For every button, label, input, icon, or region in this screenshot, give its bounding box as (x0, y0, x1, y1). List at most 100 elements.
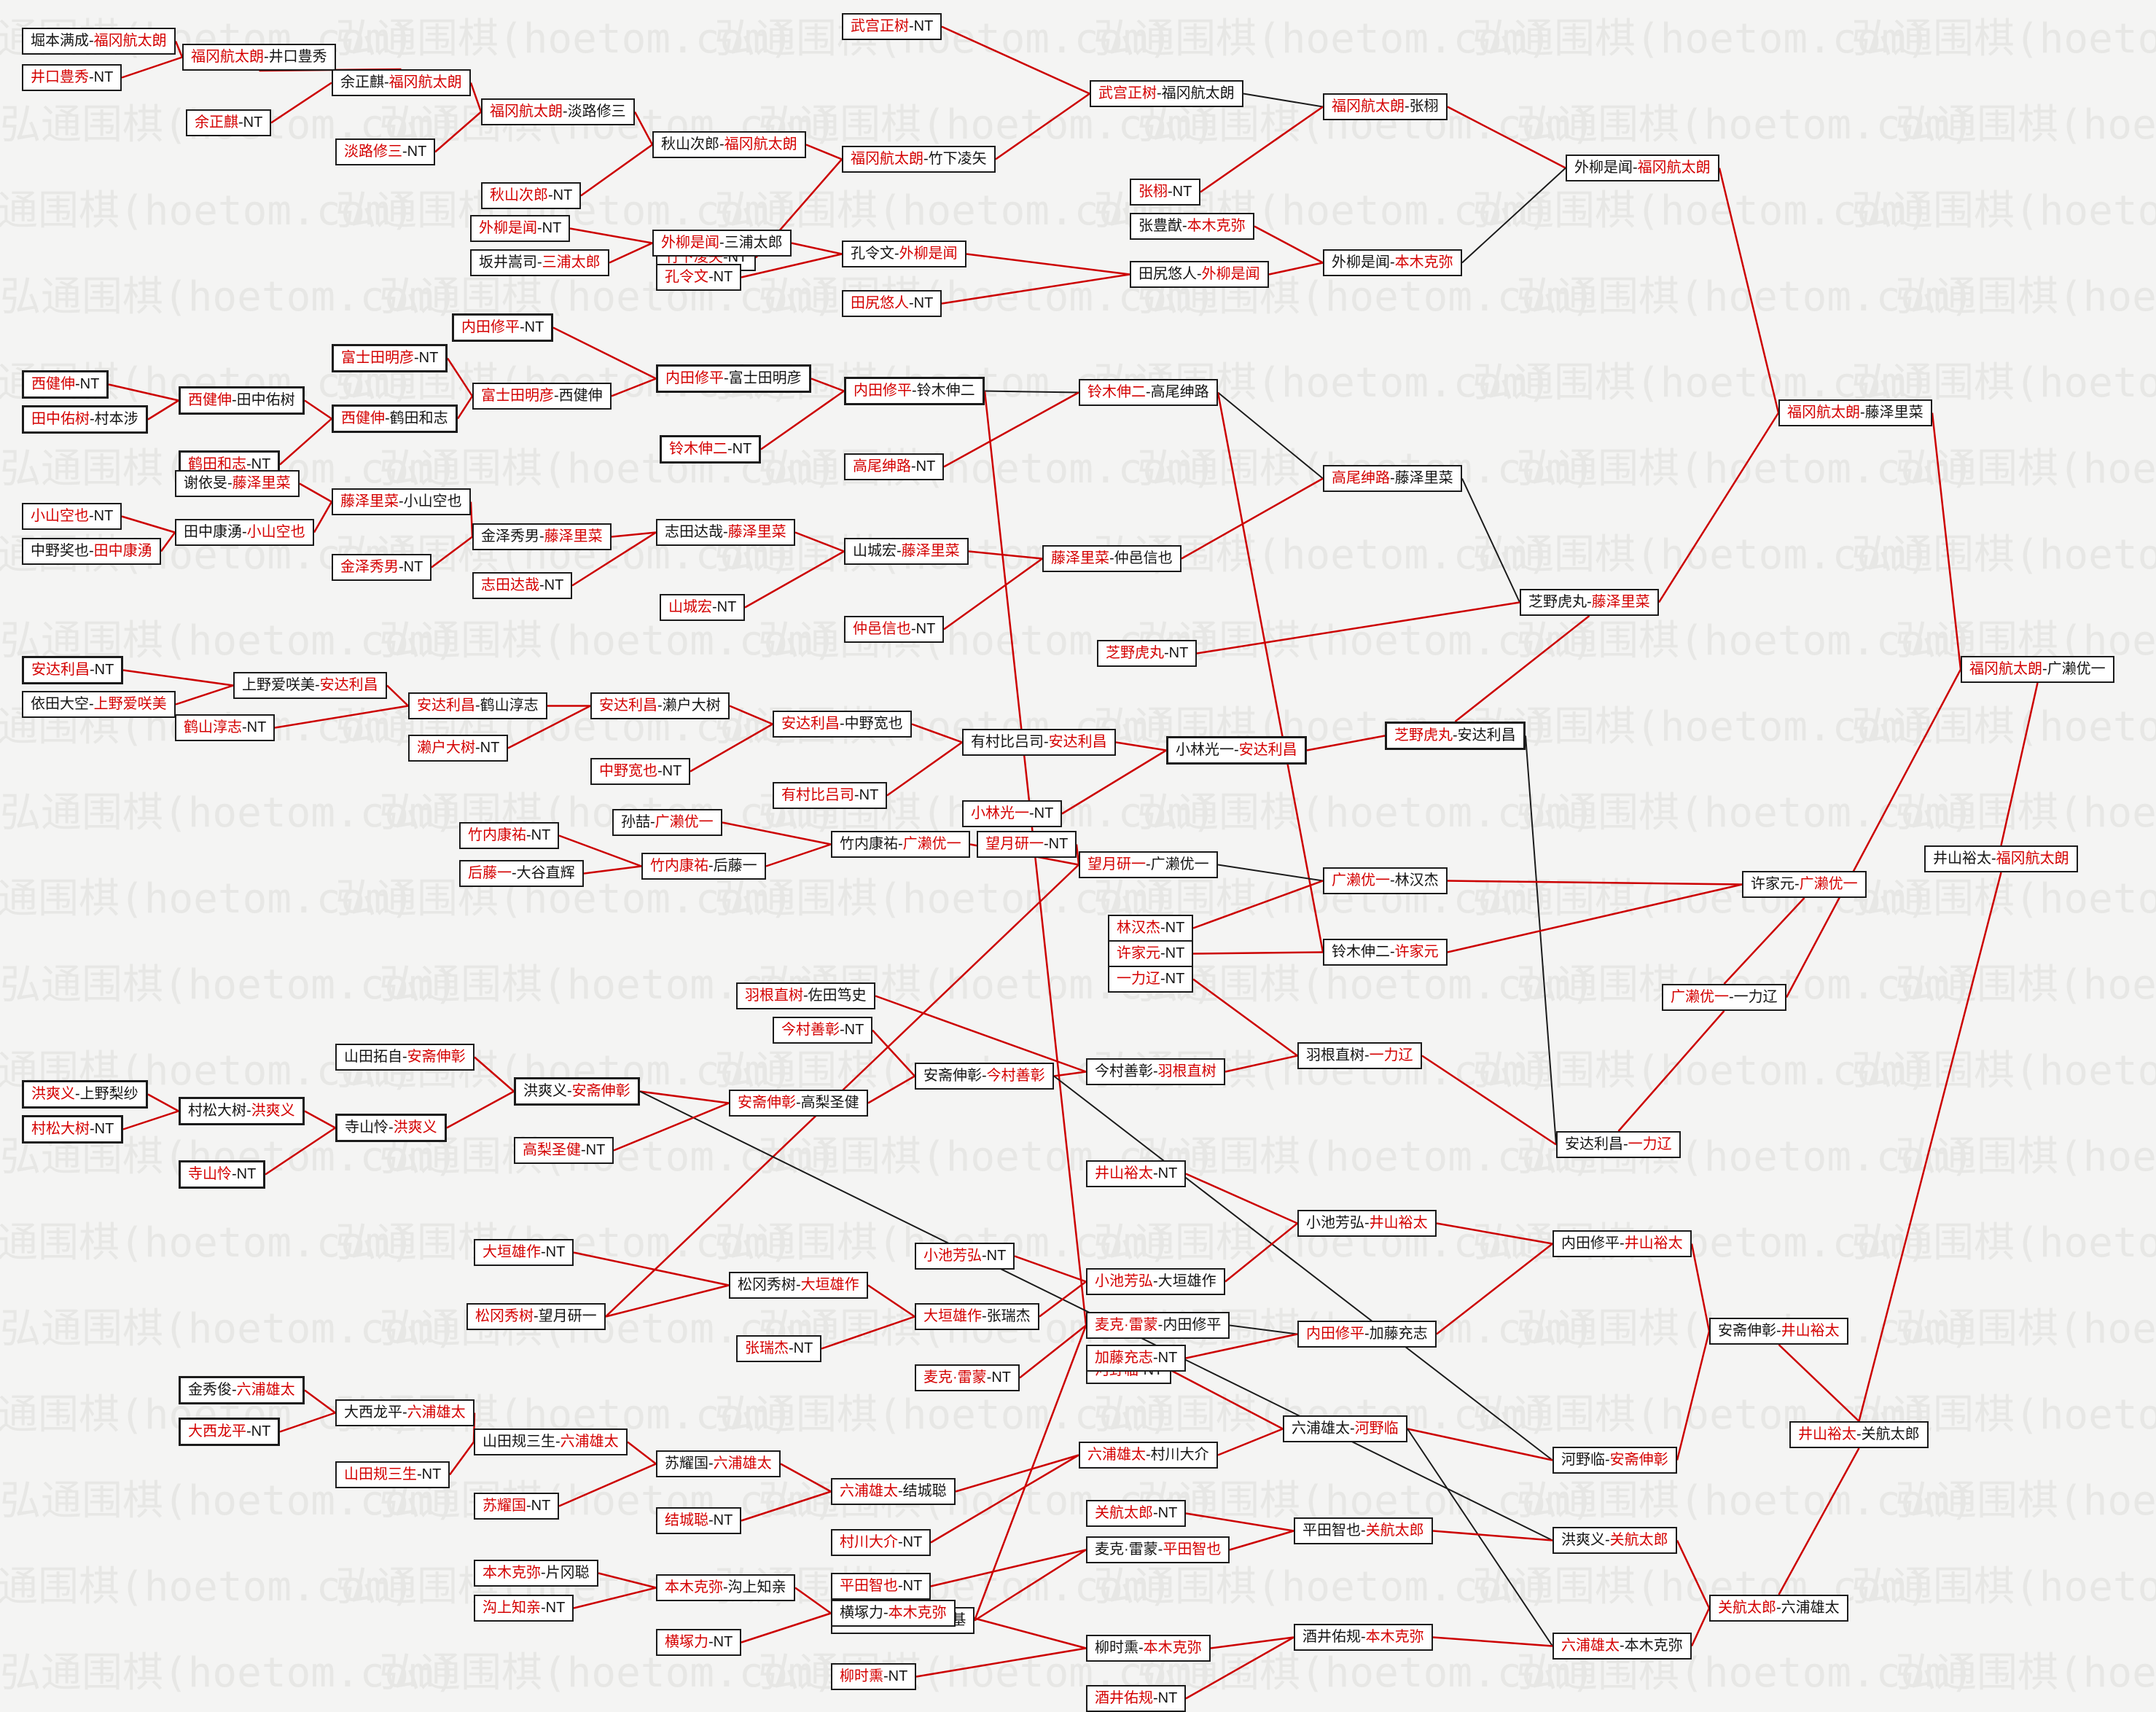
winner-link-line (1185, 1512, 1294, 1532)
winner-link-line (1432, 1636, 1553, 1647)
separator: - (898, 1578, 903, 1594)
winner-link-line (598, 1572, 657, 1589)
nt-label: NT (94, 1121, 114, 1137)
winner-link-line (1778, 1447, 1860, 1595)
player-name: 广濑优一 (1671, 989, 1729, 1005)
player-name: 苏耀国 (483, 1498, 526, 1514)
match-box: 张栩-NT (1130, 179, 1201, 206)
nt-label: NT (545, 1600, 566, 1616)
match-box: 麦克·雷蒙-平田智也 (1086, 1536, 1230, 1563)
match-box: 内田修平-铃木伸二 (844, 377, 985, 405)
match-box: 本木克弥-片冈聪 (474, 1560, 598, 1587)
player-name: 广濑优一 (902, 836, 961, 852)
match-box: 田中康湧-小山空也 (175, 519, 314, 546)
match-box: 寺山怜-洪爽义 (335, 1114, 447, 1142)
separator: - (534, 1308, 539, 1324)
nt-label: NT (1157, 1165, 1178, 1181)
player-name: 外柳是闻 (1201, 266, 1260, 282)
match-box: 武宫正树-福冈航太朗 (1090, 80, 1243, 107)
separator: - (246, 1103, 251, 1119)
winner-link-line (611, 531, 657, 538)
winner-link-line (174, 41, 184, 58)
nt-label: NT (888, 1668, 908, 1684)
separator: - (898, 836, 903, 852)
winner-link-line (270, 82, 332, 124)
winner-link-line (469, 82, 483, 112)
player-name: 内田修平 (665, 370, 724, 386)
player-name: 有村比吕司 (781, 787, 854, 803)
separator: - (923, 151, 929, 167)
match-box: 寺山怜-NT (179, 1160, 266, 1189)
watermark-text: 弘通围棋(hoetom.com) (1851, 1563, 2156, 1611)
player-name: 高梨圣健 (523, 1142, 581, 1158)
winner-link-line (1019, 1324, 1087, 1379)
nt-label: NT (1157, 1505, 1178, 1521)
player-name: 洪爽义 (523, 1083, 567, 1099)
winner-link-line (875, 995, 1087, 1073)
separator: - (384, 74, 389, 90)
match-box: 安斋伸彰-高梨圣健 (729, 1090, 868, 1117)
watermark-text: 弘通围棋(hoetom.com) (1472, 1563, 1931, 1611)
separator: - (90, 411, 95, 427)
match-box: 内田修平-富士田明彦 (656, 364, 811, 393)
match-box: 高尾绅路-NT (844, 453, 945, 480)
player-name: 鹤田和志 (188, 456, 246, 472)
winner-link-line (1931, 413, 1962, 670)
player-name: 内田修平 (1561, 1235, 1620, 1251)
player-name: 仲邑信也 (853, 621, 911, 637)
nt-label: NT (93, 508, 114, 524)
player-name: 井山裕太 (1798, 1426, 1856, 1442)
match-box: 六浦雄太-本木克弥 (1552, 1633, 1692, 1660)
separator: - (399, 493, 404, 509)
player-name: 许家元 (1117, 945, 1160, 961)
nt-label: NT (713, 1512, 733, 1528)
winner-link-line (955, 1612, 1087, 1649)
separator: - (1390, 254, 1395, 270)
match-box: 平田智也-关航太郎 (1294, 1517, 1433, 1544)
player-name: 今村善彰 (1095, 1063, 1153, 1079)
winner-link-line (627, 1441, 657, 1465)
watermark-text: 弘通围棋(hoetom.com) (1895, 101, 2156, 149)
nt-label: NT (716, 599, 737, 615)
player-name: 西健伸 (31, 376, 75, 392)
winner-link-line (794, 1587, 832, 1614)
winner-link-line (1778, 1344, 1860, 1422)
separator: - (712, 599, 717, 615)
winner-link-line (915, 1647, 1087, 1678)
winner-link-line (1676, 1331, 1711, 1461)
separator: - (1794, 876, 1800, 892)
separator: - (883, 1668, 888, 1684)
match-box: 安达利昌-NT (22, 656, 124, 684)
winner-link-line (605, 1284, 730, 1318)
player-name: 本木克弥 (1394, 254, 1453, 270)
winner-link-line (313, 501, 333, 533)
match-box: 井山裕太-NT (1086, 1160, 1187, 1187)
player-name: 六浦雄太 (1561, 1638, 1620, 1654)
winner-link-line (1254, 225, 1324, 264)
player-name: 金泽秀男 (481, 528, 539, 544)
winner-link-line (446, 357, 474, 397)
match-box: 余正麒-福冈航太朗 (332, 69, 471, 96)
player-name: 高尾绅路 (1332, 470, 1390, 486)
match-box: 有村比吕司-安达利昌 (962, 729, 1116, 756)
match-box: 麦克·雷蒙-内田修平 (1086, 1312, 1230, 1339)
nt-label: NT (859, 787, 879, 803)
separator: - (1633, 160, 1638, 176)
separator: - (898, 1483, 903, 1499)
separator: - (385, 410, 390, 426)
player-name: 六浦雄太 (713, 1455, 772, 1471)
watermark-text: 弘通围棋(hoetom.com) (1851, 875, 2156, 923)
winner-link-line (974, 1549, 1087, 1622)
match-box: 张瑞杰-NT (736, 1335, 822, 1362)
player-name: 许家元 (1394, 944, 1439, 960)
loser-link-line (1407, 1428, 1553, 1647)
player-name: 安达利昌 (1565, 1136, 1623, 1152)
winner-link-line (941, 273, 1130, 305)
match-box: 望月研一-NT (977, 831, 1077, 858)
player-name: 藤泽里菜 (1864, 404, 1923, 421)
player-name: 上野爱咲美 (93, 696, 167, 712)
player-name: 一力辽 (1733, 989, 1778, 1005)
watermark-text: 弘通围棋(hoetom.com) (714, 15, 1173, 63)
player-name: 铃木伸二 (1332, 944, 1390, 960)
